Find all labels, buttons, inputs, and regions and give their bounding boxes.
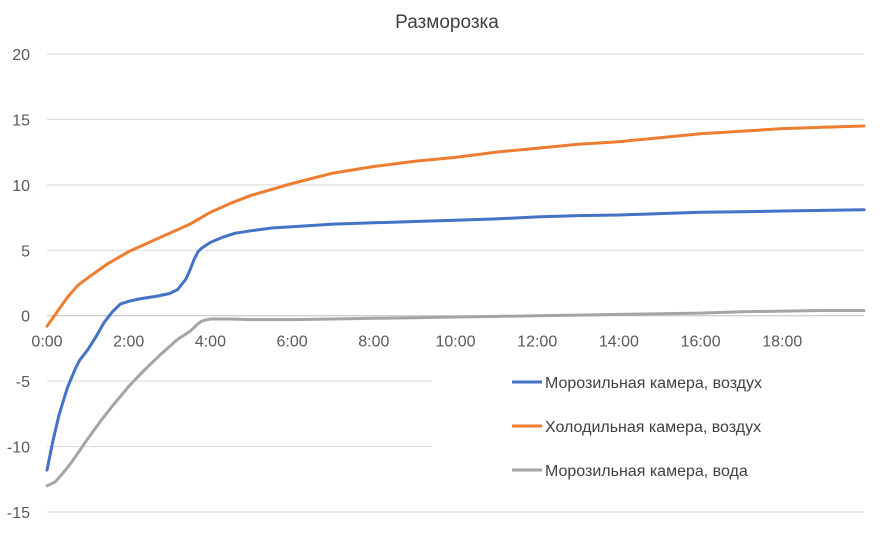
x-axis-tick-labels: 0:00 2:00 4:00 6:00 8:00 10:00 12:00 14:00 16:00…: [31, 334, 802, 351]
chart-title: Разморозка: [395, 12, 499, 33]
x-tick-label: 0:00: [31, 334, 62, 351]
legend-background: [432, 360, 864, 495]
x-tick-label: 18:00: [762, 334, 802, 351]
series-line-3: [45, 309, 866, 488]
y-tick-label: -5: [16, 374, 30, 391]
legend-label: Холодильная камера, воздух: [545, 419, 761, 436]
legend: Морозильная камера, воздух Холодильная ка…: [512, 375, 762, 480]
y-tick-label: 5: [21, 243, 30, 260]
y-tick-label: -15: [7, 505, 30, 522]
series-line-1: [45, 208, 866, 472]
y-tick-label: 20: [12, 47, 30, 64]
x-tick-label: 16:00: [681, 334, 721, 351]
x-tick-label: 4:00: [195, 334, 226, 351]
y-tick-label: 10: [12, 178, 30, 195]
y-tick-label: 15: [12, 112, 30, 129]
y-tick-label: -10: [7, 440, 30, 457]
x-tick-label: 8:00: [358, 334, 389, 351]
x-tick-label: 6:00: [277, 334, 308, 351]
x-tick-label: 12:00: [517, 334, 557, 351]
x-tick-label: 2:00: [113, 334, 144, 351]
x-tick-label: 14:00: [599, 334, 639, 351]
series-lines: [45, 124, 866, 488]
y-tick-label: 0: [21, 309, 30, 326]
x-tick-label: 10:00: [435, 334, 475, 351]
legend-label: Морозильная камера, воздух: [545, 375, 762, 392]
series-line-2: [45, 124, 866, 328]
y-axis-tick-labels: -15 -10 -5 0 5 10 15 20: [7, 47, 30, 522]
legend-label: Морозильная камера, вода: [545, 463, 748, 480]
